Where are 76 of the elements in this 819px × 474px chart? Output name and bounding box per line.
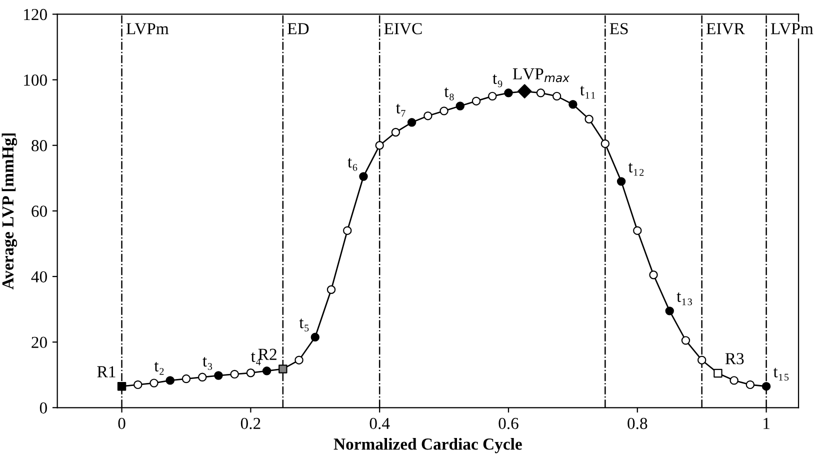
annotation: t₅ — [299, 318, 309, 332]
point — [665, 306, 674, 316]
x-tick-label: 0 — [118, 418, 126, 430]
point — [472, 96, 481, 106]
point — [343, 226, 352, 235]
point — [456, 102, 465, 110]
point — [730, 376, 738, 385]
annotation: t₁₂ — [628, 162, 644, 176]
annotation: t₉ — [492, 74, 502, 88]
point — [262, 366, 272, 376]
point — [762, 382, 771, 391]
point — [584, 114, 594, 124]
x-tick-label: 0.6 — [498, 418, 518, 430]
y-tick-label: 60 — [32, 206, 47, 217]
x-tick-label: 0.2 — [240, 418, 260, 430]
ref-line-label: EIVR — [706, 23, 745, 34]
point — [746, 380, 755, 390]
point — [359, 172, 368, 181]
x-tick-label: 1 — [764, 418, 770, 429]
annotation: t₇ — [396, 104, 406, 117]
y-tick-label: 120 — [24, 8, 47, 20]
annotation: t₆ — [348, 158, 358, 171]
point — [517, 84, 532, 98]
point — [391, 128, 400, 137]
point — [310, 332, 320, 342]
point — [714, 368, 722, 378]
y-tick-label: 80 — [32, 140, 47, 152]
point — [375, 141, 384, 150]
point — [230, 370, 239, 379]
annotation: t₁₃ — [676, 292, 692, 306]
point — [600, 139, 610, 148]
point — [504, 88, 513, 98]
y-tick-label: 0 — [40, 402, 47, 414]
point — [326, 285, 336, 294]
point — [278, 364, 288, 374]
ref-line-label: EIVC — [384, 23, 422, 34]
ref-line-label: LVPm — [770, 23, 814, 34]
point — [633, 226, 642, 235]
point — [440, 106, 448, 116]
y-axis-title: Average LVP [mmHg] — [2, 133, 18, 290]
annotation: t₈ — [444, 88, 454, 100]
y-tick-label: 100 — [24, 74, 47, 86]
point — [166, 376, 174, 385]
x-tick-label: 0.8 — [628, 418, 648, 430]
annotation: R3 — [725, 353, 744, 364]
y-tick-label: 40 — [31, 271, 47, 282]
point — [117, 382, 126, 391]
point — [198, 372, 207, 382]
ref-line-label: ES — [610, 23, 628, 34]
point — [536, 88, 546, 98]
x-axis-title: Normalized Cardiac Cycle — [334, 438, 522, 454]
annotation: t₃ — [202, 357, 212, 370]
point — [294, 356, 304, 364]
point — [134, 380, 142, 390]
x-tick-label: 0.4 — [370, 418, 390, 430]
annotation: LVP$_{max}$ — [512, 68, 570, 82]
annotation: t₂ — [154, 362, 164, 375]
annotation: t₁₅ — [773, 368, 789, 381]
annotation: t₁₁ — [580, 86, 595, 99]
annotation: R1 — [97, 366, 116, 378]
point — [649, 270, 658, 280]
point — [681, 336, 690, 345]
point — [616, 177, 626, 186]
y-tick-label: 20 — [32, 336, 47, 348]
point — [246, 368, 256, 378]
point — [150, 378, 158, 388]
ref-line-label: ED — [288, 23, 309, 34]
point — [552, 92, 562, 101]
point — [407, 118, 416, 127]
point — [568, 100, 578, 109]
ref-line-label: LVPm — [126, 23, 169, 34]
point — [214, 371, 223, 380]
point — [488, 92, 497, 101]
point — [182, 374, 191, 384]
point — [697, 356, 706, 364]
point — [424, 111, 432, 120]
